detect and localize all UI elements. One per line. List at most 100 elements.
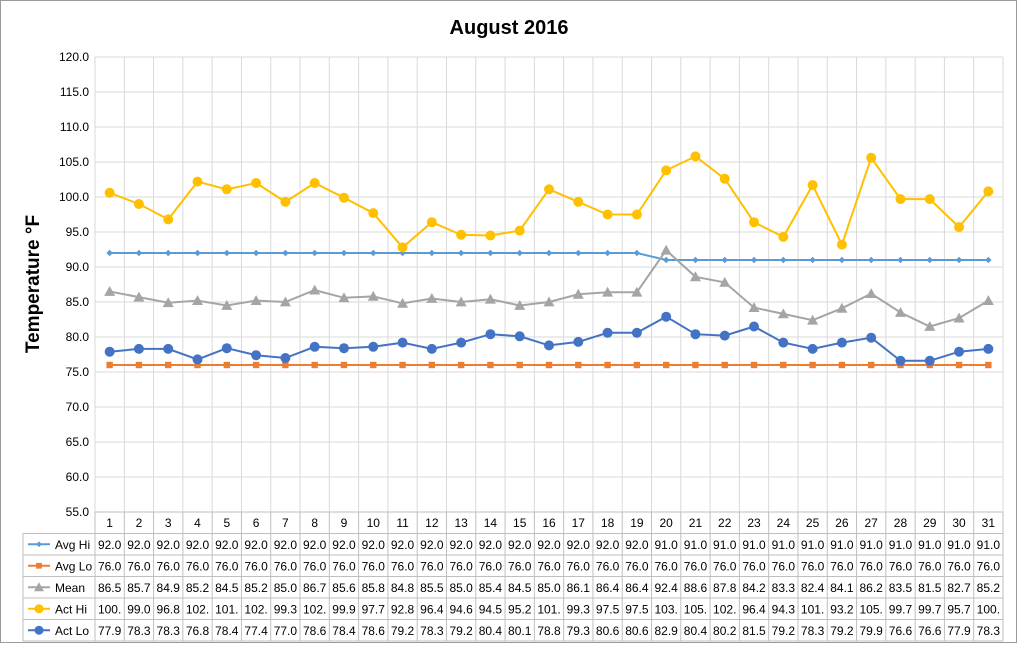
point-avg-hi [809,256,816,264]
data-label-act-lo: 77.0 [274,624,298,638]
data-label-act-hi: 99.7 [918,602,942,616]
point-avg-hi [692,256,699,264]
data-label-avg-lo: 76.0 [684,559,708,573]
x-category-label: 6 [253,516,260,530]
point-mean [836,302,848,313]
data-label-act-lo: 77.4 [244,624,268,638]
point-avg-hi [780,256,787,264]
data-label-act-lo: 78.3 [977,624,1001,638]
data-label-act-hi: 94.5 [479,602,503,616]
data-label-avg-hi: 92.0 [244,538,268,552]
data-label-act-lo: 79.2 [391,624,415,638]
data-label-mean: 81.5 [918,581,942,595]
point-act-hi [309,178,320,188]
point-mean [221,300,233,310]
x-category-label: 29 [923,516,937,530]
data-label-act-hi: 100. [98,602,121,616]
legend-entry-act-lo: Act Lo [55,624,89,638]
data-label-avg-lo: 76.0 [830,559,854,573]
data-label-avg-hi: 92.0 [596,538,620,552]
data-table: 1 2 3 4 5 6 7 8 9 10 11 12 13 14 15 16 17 18 19 20 21 22 23 24 2… [22,511,1004,642]
y-tick-label: 65.0 [66,435,90,449]
data-label-avg-lo: 76.0 [713,559,737,573]
x-category-label: 30 [952,516,966,530]
data-label-act-hi: 93.2 [830,602,854,616]
data-label-act-lo: 79.2 [830,624,854,638]
point-avg-lo [867,361,875,369]
data-label-avg-hi: 92.0 [127,538,151,552]
point-act-hi [456,229,467,240]
data-label-mean: 85.0 [537,581,561,595]
data-label-avg-hi: 92.0 [391,538,415,552]
data-label-act-lo: 79.9 [860,624,884,638]
point-avg-hi [955,256,963,264]
data-label-avg-lo: 76.0 [860,559,884,573]
data-label-act-lo: 76.6 [889,624,913,638]
data-label-mean: 85.0 [449,581,473,595]
data-label-act-hi: 101. [801,602,824,616]
point-avg-hi [721,256,728,264]
point-act-hi [514,225,525,236]
point-act-lo [338,343,349,354]
point-act-lo [163,343,174,354]
series-act-lo [104,311,994,366]
point-avg-lo [428,361,436,369]
data-label-mean: 87.8 [713,581,737,595]
point-act-lo [983,343,994,354]
x-category-label: 7 [282,516,289,530]
data-label-act-hi: 103. [654,602,677,616]
point-avg-hi [106,249,113,257]
data-label-mean: 85.7 [127,581,151,595]
data-label-act-hi: 101. [537,602,560,616]
y-tick-label: 100.0 [59,190,89,204]
point-avg-hi [223,249,231,257]
data-label-avg-lo: 76.0 [567,559,591,573]
data-label-act-hi: 99.3 [274,602,298,616]
point-avg-hi [867,256,875,264]
data-label-act-hi: 97.5 [625,602,649,616]
data-label-act-lo: 76.6 [918,624,942,638]
data-label-act-hi: 99.3 [567,602,591,616]
point-act-lo [456,337,467,348]
data-label-act-lo: 79.2 [449,624,473,638]
data-label-act-lo: 78.4 [215,624,239,638]
point-avg-hi [428,249,436,257]
point-act-lo [778,337,789,348]
data-label-mean: 83.3 [772,581,796,595]
data-label-act-hi: 99.7 [889,602,913,616]
point-act-hi [836,239,847,250]
legend-entry-avg-lo: Avg Lo [55,559,92,573]
data-label-act-lo: 78.3 [801,624,825,638]
point-act-lo [368,341,379,352]
point-act-lo [221,343,232,354]
data-label-avg-hi: 91.0 [860,538,884,552]
point-mean [982,295,994,305]
data-label-act-hi: 102. [186,602,209,616]
legend-key-marker-act-hi [34,604,44,614]
point-avg-lo [165,361,172,369]
point-act-lo [631,327,642,338]
series-mean [104,244,994,331]
point-avg-hi [545,249,553,257]
data-label-mean: 88.6 [684,581,708,595]
point-mean [543,296,555,307]
point-act-lo [251,350,262,361]
data-label-avg-hi: 91.0 [742,538,766,552]
point-avg-lo [955,361,963,369]
point-act-lo [485,329,496,340]
point-act-hi [602,209,613,220]
point-avg-hi [750,256,758,264]
x-category-label: 17 [572,516,586,530]
point-act-lo [807,343,818,354]
data-label-avg-lo: 76.0 [479,559,503,573]
data-label-avg-hi: 92.0 [98,538,122,552]
point-act-lo [426,343,437,354]
point-mean [397,297,409,308]
point-act-lo [719,330,730,341]
data-label-act-lo: 78.3 [420,624,444,638]
point-avg-lo [399,361,406,369]
data-label-avg-hi: 92.0 [625,538,649,552]
data-label-act-hi: 99.0 [127,602,151,616]
point-mean [367,290,379,301]
y-tick-label: 120.0 [59,50,89,64]
